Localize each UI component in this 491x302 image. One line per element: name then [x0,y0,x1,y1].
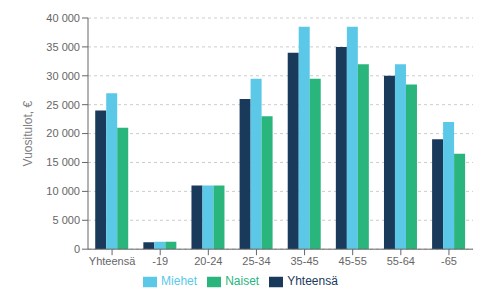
svg-text:25 000: 25 000 [46,99,80,111]
svg-text:35 000: 35 000 [46,41,80,53]
svg-text:20 000: 20 000 [46,127,80,139]
svg-text:40 000: 40 000 [46,12,80,24]
html-text:Miehet: Miehet [161,274,198,289]
svg-text:Vuositulot, €: Vuositulot, € [21,100,35,166]
svg-text:30 000: 30 000 [46,70,80,82]
svg-text:0: 0 [74,243,80,255]
svg-text:15 000: 15 000 [46,156,80,168]
svg-text:20-24: 20-24 [194,255,222,267]
svg-text:55-64: 55-64 [387,255,415,267]
svg-text:5 000: 5 000 [52,214,80,226]
svg-text:35-45: 35-45 [290,255,318,267]
svg-text:10 000: 10 000 [46,185,80,197]
svg-text:45-55: 45-55 [339,255,367,267]
svg-text:Yhteensä: Yhteensä [89,255,136,267]
html-text:Yhteensä: Yhteensä [287,274,338,289]
html-text:Naiset: Naiset [225,274,260,289]
svg-text:-65: -65 [441,255,457,267]
svg-text:-19: -19 [152,255,168,267]
svg-text:25-34: 25-34 [242,255,270,267]
